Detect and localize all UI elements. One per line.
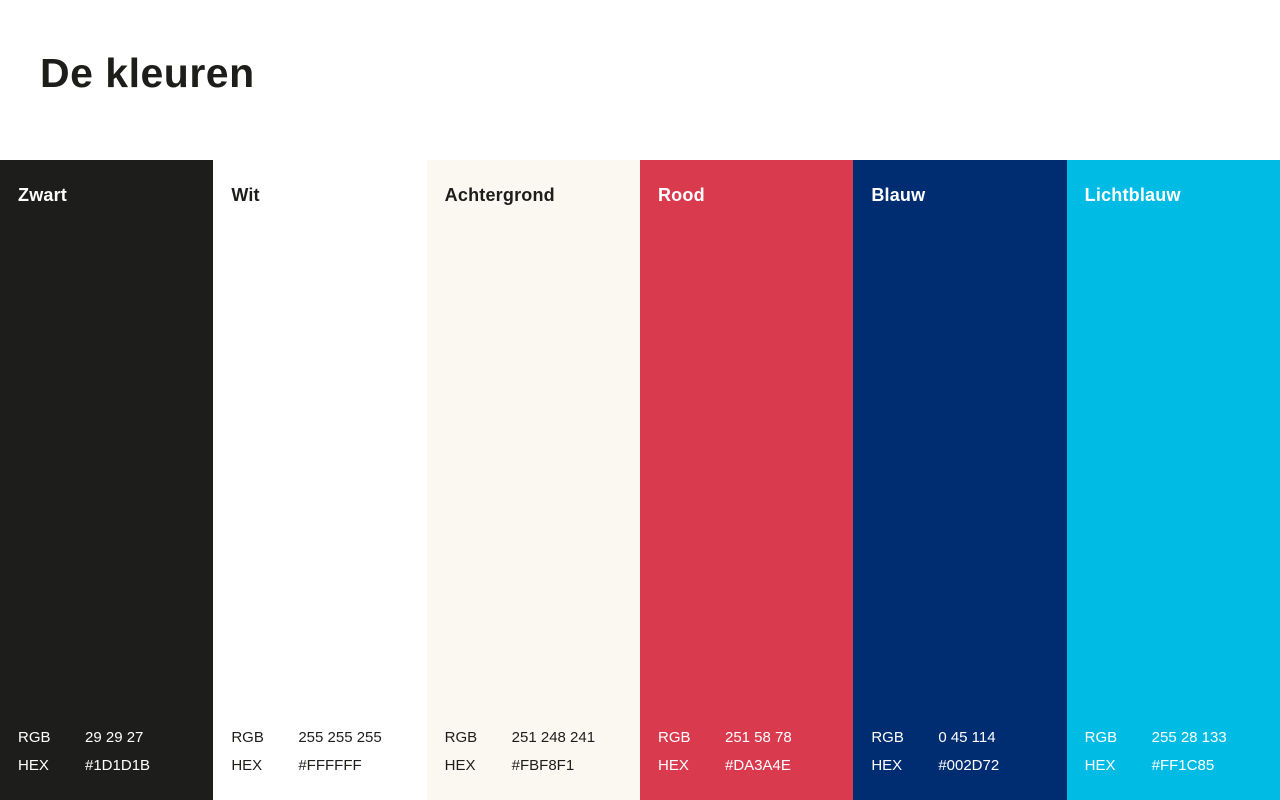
hex-row: HEX #FF1C85 [1085,752,1262,780]
hex-value: #FF1C85 [1151,757,1215,774]
rgb-row: RGB 0 45 114 [871,724,1048,752]
rgb-value: 29 29 27 [85,729,144,746]
rgb-value: 251 248 241 [511,729,596,746]
swatch-specs: RGB 251 58 78 HEX #DA3A4E [658,724,835,780]
rgb-label: RGB [1084,729,1118,746]
rgb-value: 255 255 255 [298,729,382,746]
rgb-label: RGB [18,729,51,746]
hex-label: HEX [1084,757,1116,774]
hex-value: #1D1D1B [85,757,151,774]
swatch-specs: RGB 255 255 255 HEX #FFFFFF [231,724,408,780]
swatch-row: Zwart RGB 29 29 27 HEX #1D1D1B Wit RGB 2… [0,160,1280,800]
swatch-name: Zwart [18,185,68,205]
swatch-specs: RGB 255 28 133 HEX #FF1C85 [1085,724,1262,780]
rgb-row: RGB 251 58 78 [658,724,835,752]
rgb-row: RGB 255 255 255 [231,724,408,752]
hex-label: HEX [444,757,476,774]
swatch-name: Blauw [871,185,926,205]
rgb-label: RGB [444,729,478,746]
color-swatch: Blauw RGB 0 45 114 HEX #002D72 [853,160,1067,800]
rgb-row: RGB 255 28 133 [1085,724,1262,752]
hex-row: HEX #1D1D1B [18,752,195,780]
hex-label: HEX [657,757,689,774]
rgb-value: 255 28 133 [1151,729,1227,746]
hex-label: HEX [18,757,49,774]
color-swatch: Achtergrond RGB 251 248 241 HEX #FBF8F1 [426,160,640,800]
hex-value: #002D72 [938,757,1000,774]
rgb-label: RGB [657,729,691,746]
swatch-specs: RGB 29 29 27 HEX #1D1D1B [18,724,195,780]
rgb-row: RGB 251 248 241 [445,724,622,752]
page-header: De kleuren [0,0,1280,160]
hex-row: HEX #002D72 [871,752,1048,780]
hex-row: HEX #FBF8F1 [445,752,622,780]
swatch-name: Lichtblauw [1084,185,1181,205]
swatch-name: Achtergrond [444,185,555,205]
swatch-specs: RGB 0 45 114 HEX #002D72 [871,724,1048,780]
rgb-label: RGB [231,729,264,746]
hex-value: #FBF8F1 [511,757,575,774]
rgb-value: 251 58 78 [724,729,792,746]
hex-label: HEX [231,757,263,774]
hex-value: #FFFFFF [298,757,362,774]
color-swatch: Zwart RGB 29 29 27 HEX #1D1D1B [0,160,214,800]
swatch-specs: RGB 251 248 241 HEX #FBF8F1 [445,724,622,780]
color-swatch: Wit RGB 255 255 255 HEX #FFFFFF [213,160,427,800]
hex-row: HEX #FFFFFF [231,752,408,780]
page-title: De kleuren [40,50,255,96]
color-swatch: Rood RGB 251 58 78 HEX #DA3A4E [639,160,854,800]
swatch-name: Rood [657,185,705,205]
hex-row: HEX #DA3A4E [658,752,835,780]
swatch-name: Wit [231,185,260,205]
rgb-label: RGB [871,729,904,746]
hex-label: HEX [871,757,903,774]
rgb-value: 0 45 114 [938,729,996,746]
hex-value: #DA3A4E [724,757,791,774]
rgb-row: RGB 29 29 27 [18,724,195,752]
color-swatch: Lichtblauw RGB 255 28 133 HEX #FF1C85 [1066,160,1280,800]
